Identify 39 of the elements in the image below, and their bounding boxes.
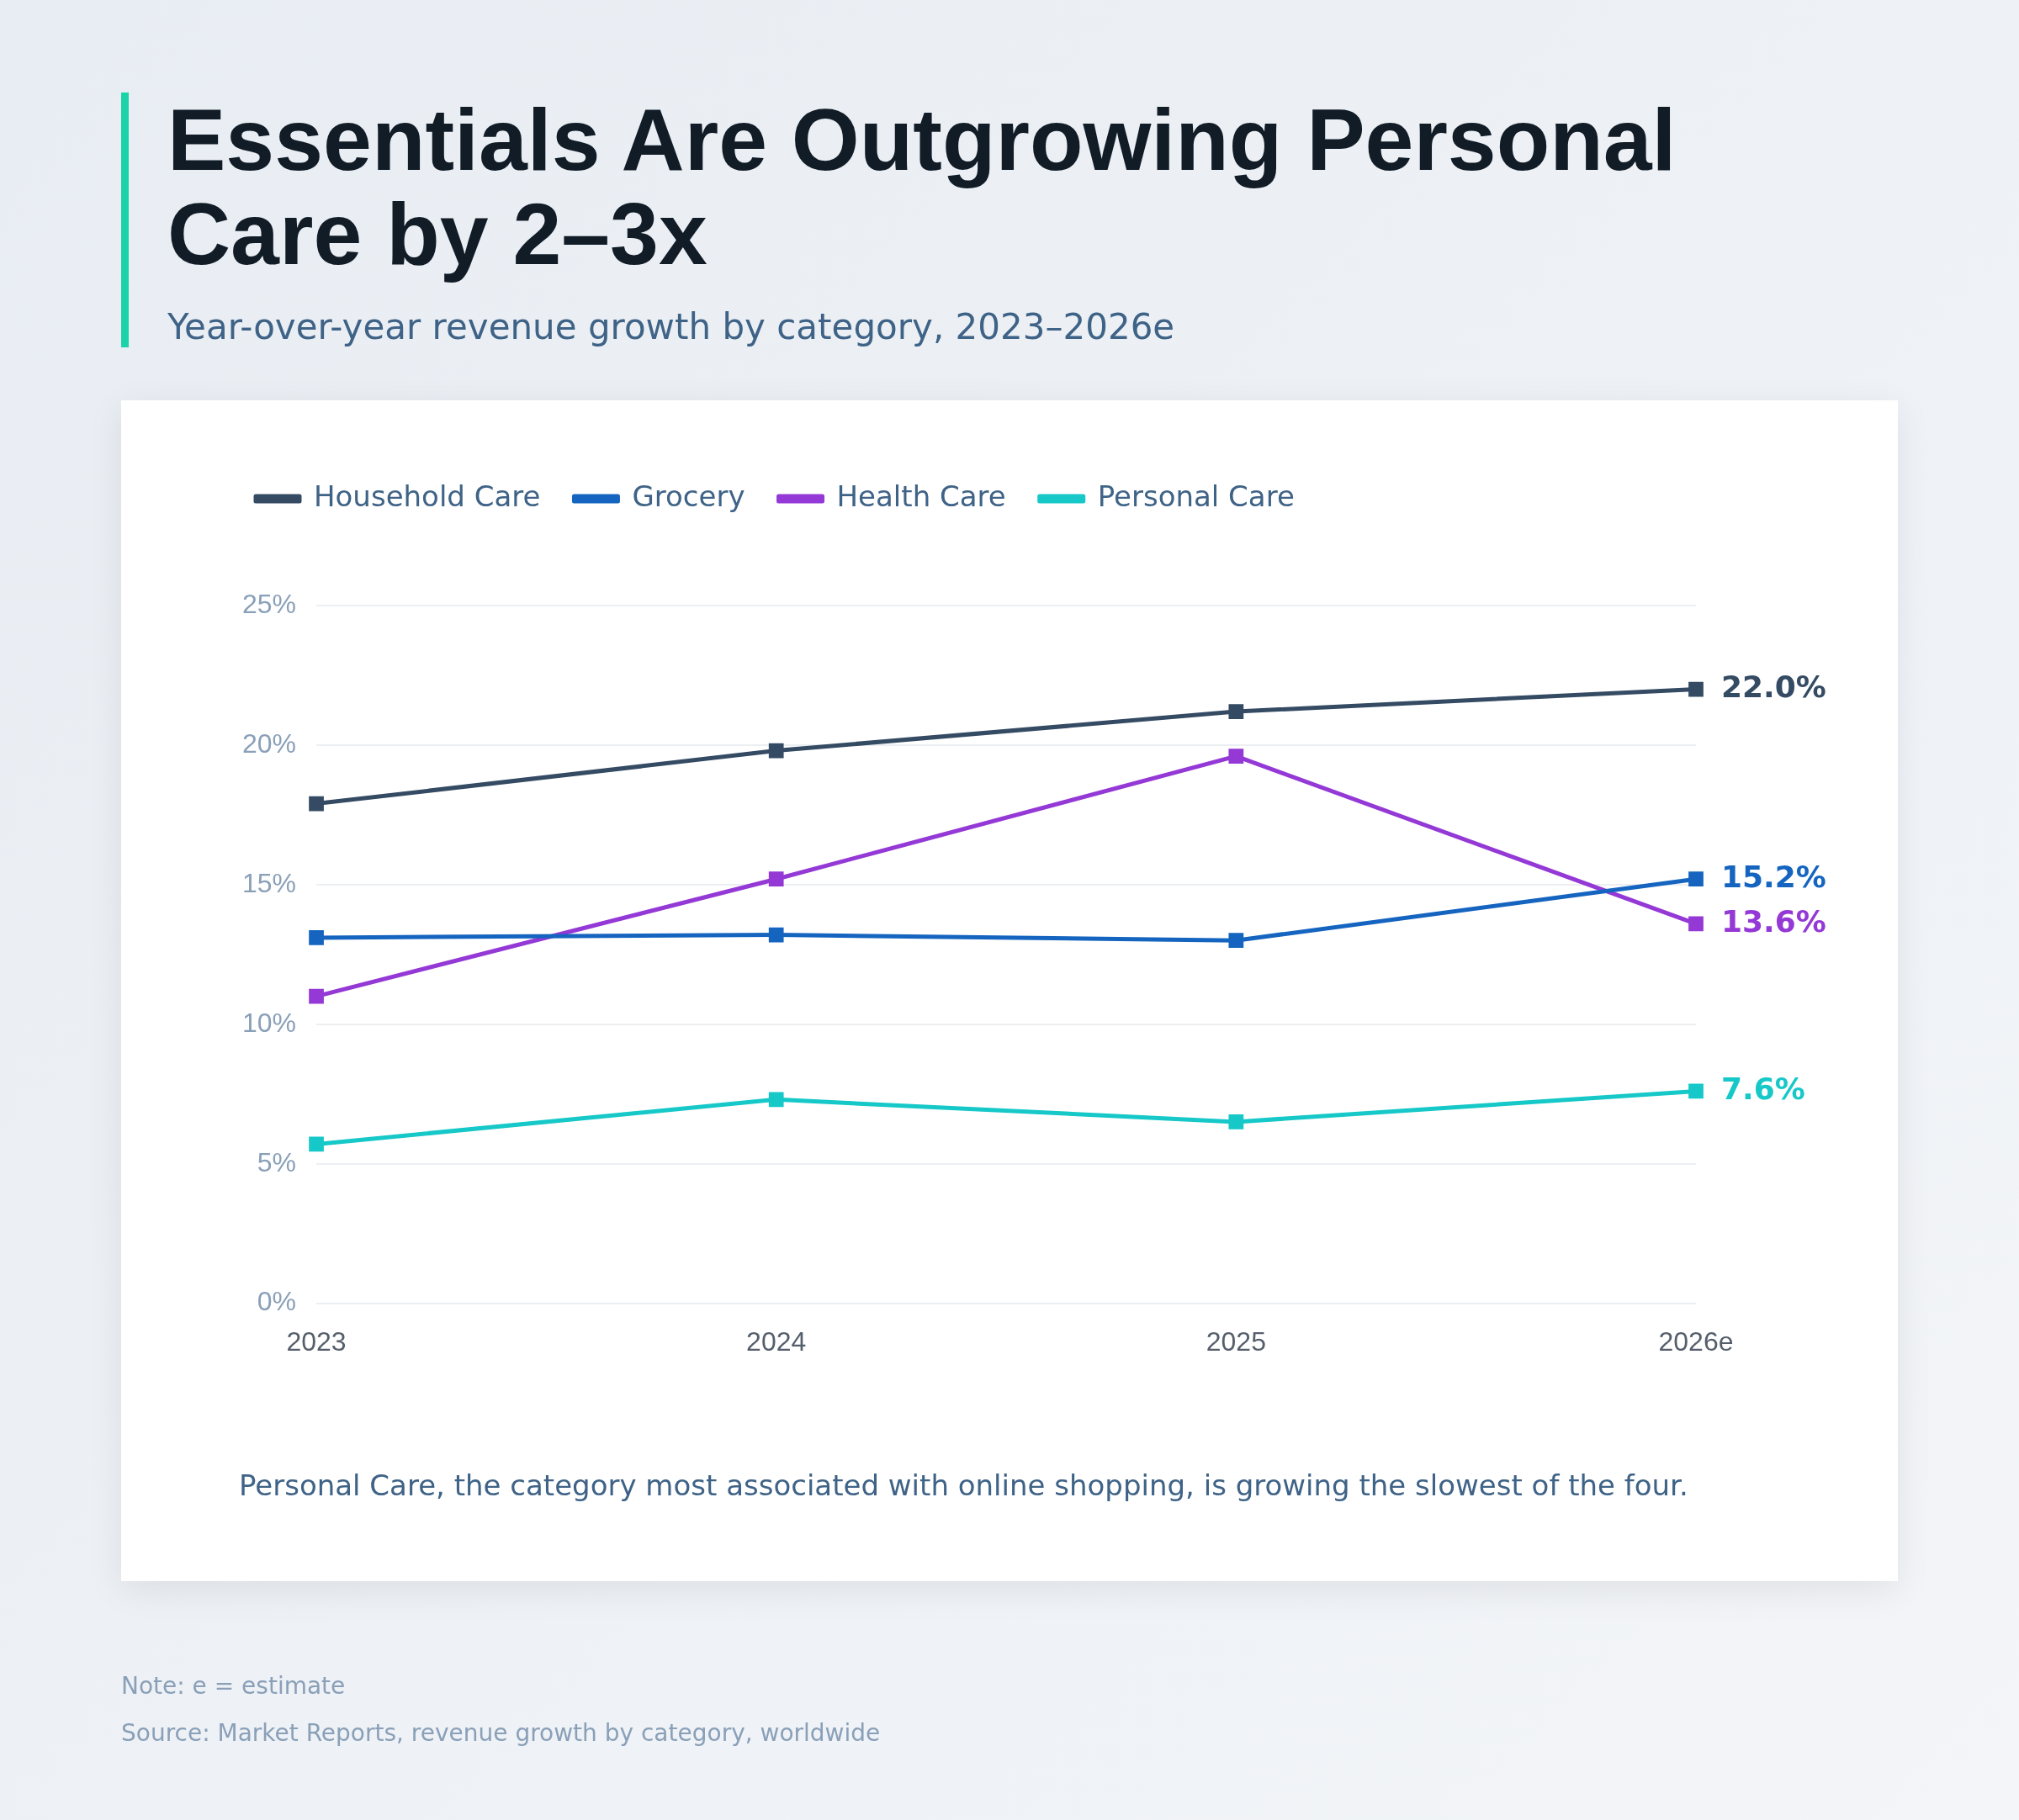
y-tick-label: 20% [242, 727, 297, 759]
y-tick-label: 25% [242, 588, 297, 619]
text: Note: e = estimate [121, 1672, 346, 1700]
point [309, 796, 324, 812]
point [768, 1092, 784, 1108]
x-tick-label: 2026e [1658, 1325, 1734, 1357]
point [768, 927, 784, 943]
legend-label: Grocery [632, 479, 745, 513]
data-label: 13.6% [1721, 903, 1826, 939]
point [309, 988, 324, 1004]
source-note: Source: Market Reports, revenue growth by category, worldwide [121, 1719, 881, 1747]
point [309, 930, 324, 945]
text: Personal Care, the category most associated with online shopping, is growing the slowest of the four. [239, 1468, 1688, 1502]
x-tick-label: 2024 [746, 1325, 807, 1357]
data-label: 7.6% [1721, 1071, 1805, 1106]
point [309, 1136, 324, 1152]
y-tick-label: 10% [242, 1007, 297, 1038]
legend-label: Household Care [314, 479, 541, 513]
point [1228, 704, 1244, 719]
chart-subtitle: Year-over-year revenue growth by category, 2023–2026e [167, 306, 1176, 347]
y-tick-label: 5% [257, 1146, 297, 1177]
point [1228, 749, 1244, 765]
legend-label: Health Care [836, 479, 1006, 513]
point [1688, 871, 1704, 887]
point [768, 871, 784, 887]
point [1228, 1114, 1244, 1130]
point [1228, 933, 1244, 949]
data-label: 15.2% [1721, 859, 1826, 894]
y-tick-label: 0% [257, 1286, 297, 1317]
x-tick-label: 2025 [1206, 1325, 1266, 1357]
y-tick-label: 15% [242, 867, 297, 898]
x-tick-label: 2023 [286, 1325, 347, 1357]
point [768, 743, 784, 759]
data-label: 22.0% [1721, 669, 1826, 704]
point [1688, 1083, 1704, 1099]
chart-title: Essentials Are Outgrowing Personal Care by 2–3x [167, 91, 1677, 283]
point [1688, 681, 1704, 697]
legend-label: Personal Care [1097, 479, 1295, 513]
point [1688, 916, 1704, 932]
